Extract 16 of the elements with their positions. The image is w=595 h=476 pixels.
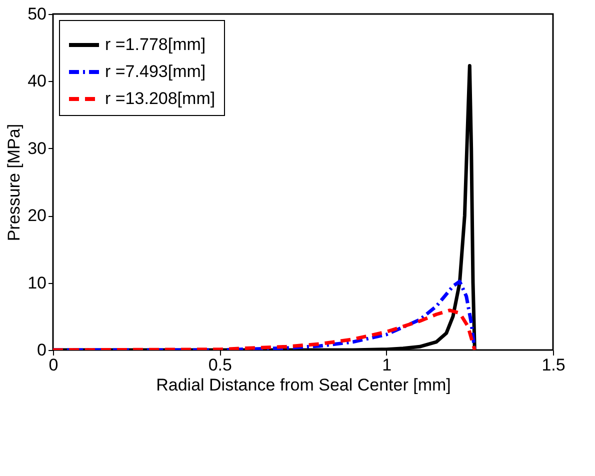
y-tick-label: 10 [28,273,46,292]
y-axis-title: Pressure [MPa] [4,124,24,242]
x-tick-label: 1.5 [542,356,566,374]
x-tick-label: 1 [382,356,392,374]
y-tick-label: 40 [28,72,46,91]
x-axis-title: Radial Distance from Seal Center [mm] [156,376,451,394]
legend-label: r =13.208[mm] [105,89,216,108]
y-tick-label: 20 [28,206,46,226]
y-tick-label: 30 [28,138,46,158]
line-series [53,308,476,350]
y-tick-label: 0 [37,340,46,360]
x-tick-label: 0.5 [208,356,232,374]
y-tick-label: 50 [28,4,46,24]
x-tick-label: 0 [48,356,58,374]
legend-label: r =1.778[mm] [105,35,206,54]
legend-label: r =7.493[mm] [105,62,206,81]
